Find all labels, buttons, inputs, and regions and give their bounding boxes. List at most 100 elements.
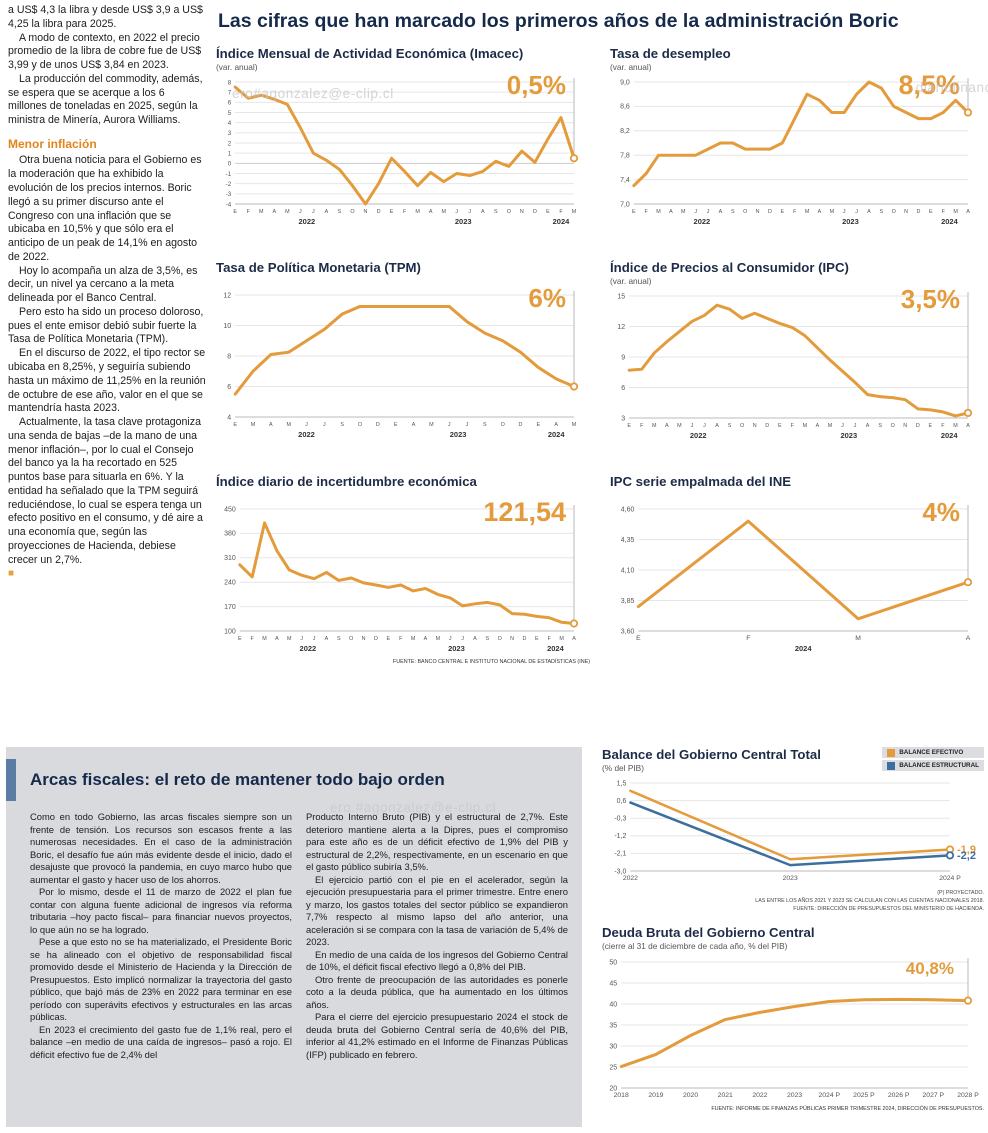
svg-text:-1,9: -1,9 bbox=[957, 844, 976, 856]
charts-grid: Índice Mensual de Actividad Económica (I… bbox=[216, 46, 984, 672]
svg-text:N: N bbox=[362, 636, 366, 642]
svg-text:12: 12 bbox=[617, 324, 625, 331]
svg-text:O: O bbox=[358, 422, 362, 428]
svg-text:M: M bbox=[805, 209, 810, 215]
svg-text:A: A bbox=[715, 423, 719, 429]
svg-text:2023: 2023 bbox=[840, 431, 857, 440]
svg-text:35: 35 bbox=[609, 1022, 617, 1029]
paragraph: FUENTE: DIRECCIÓN DE PRESUPUESTOS DEL MI… bbox=[793, 905, 984, 912]
svg-text:N: N bbox=[904, 209, 908, 215]
svg-text:O: O bbox=[349, 636, 353, 642]
svg-text:2023: 2023 bbox=[787, 1092, 802, 1099]
svg-text:1,5: 1,5 bbox=[617, 780, 627, 787]
page-title: Las cifras que han marcado los primeros … bbox=[218, 10, 899, 32]
svg-text:N: N bbox=[520, 209, 524, 215]
svg-text:E: E bbox=[394, 422, 398, 428]
imacec-line-chart: 8 7 6 5 4 3 2 1 0 -1 -2 -3 -4 E F M A M J J A S O N D E F M A M J J A S O N… bbox=[216, 74, 590, 230]
svg-text:J: J bbox=[449, 636, 452, 642]
svg-text:0: 0 bbox=[228, 161, 232, 168]
svg-text:2020: 2020 bbox=[683, 1092, 698, 1099]
svg-text:5: 5 bbox=[228, 110, 232, 117]
highlight-value: 3,5% bbox=[900, 284, 960, 314]
svg-text:2022: 2022 bbox=[298, 430, 315, 439]
svg-text:O: O bbox=[501, 422, 505, 428]
arcas-body: Como en todo Gobierno, las arcas fiscale… bbox=[6, 805, 582, 1071]
svg-text:J: J bbox=[448, 422, 451, 428]
svg-text:O: O bbox=[892, 209, 896, 215]
svg-text:M: M bbox=[285, 209, 290, 215]
svg-text:12: 12 bbox=[223, 292, 231, 299]
highlight-value: 8,5% bbox=[898, 70, 960, 100]
highlight-value: 40,8% bbox=[905, 959, 954, 978]
paragraph: En 2023 el crecimiento del gasto fue de … bbox=[30, 1023, 292, 1060]
legend-swatch-efectivo bbox=[887, 748, 896, 757]
svg-text:N: N bbox=[756, 209, 760, 215]
svg-text:2025 P: 2025 P bbox=[853, 1092, 875, 1099]
svg-text:J: J bbox=[841, 423, 844, 429]
svg-text:20: 20 bbox=[609, 1085, 617, 1092]
svg-text:3: 3 bbox=[228, 130, 232, 137]
svg-text:E: E bbox=[238, 636, 242, 642]
svg-text:D: D bbox=[768, 209, 772, 215]
svg-text:-2: -2 bbox=[226, 181, 232, 188]
svg-text:30: 30 bbox=[609, 1043, 617, 1050]
svg-text:2024: 2024 bbox=[941, 217, 959, 226]
imacec-plot: 0,5% 8 7 6 5 4 3 2 1 0 -1 -2 -3 -4 E F M A M J J A S O N D E F M A M J… bbox=[216, 72, 590, 230]
paragraph: Para el cierre del ejercicio presupuesta… bbox=[306, 1011, 568, 1060]
svg-text:A: A bbox=[719, 209, 723, 215]
svg-text:4,10: 4,10 bbox=[621, 567, 635, 574]
svg-text:A: A bbox=[325, 209, 329, 215]
svg-text:E: E bbox=[387, 636, 391, 642]
svg-text:F: F bbox=[941, 423, 945, 429]
paragraph: Producto Interno Bruto (PIB) y el estruc… bbox=[306, 811, 568, 872]
svg-text:2024 P: 2024 P bbox=[939, 875, 961, 882]
chart-subtitle: (var. anual) bbox=[610, 276, 652, 286]
tpm-plot: 6% 12 10 8 6 4 E M A M J J S O D E A M J J S O D E A M 2022 2023 20… bbox=[216, 285, 590, 443]
svg-text:10: 10 bbox=[223, 323, 231, 330]
svg-text:F: F bbox=[640, 423, 644, 429]
svg-text:S: S bbox=[494, 209, 498, 215]
svg-text:-0,3: -0,3 bbox=[614, 816, 626, 823]
svg-text:A: A bbox=[669, 209, 673, 215]
svg-text:E: E bbox=[636, 635, 641, 642]
svg-text:J: J bbox=[694, 209, 697, 215]
paragraph: A modo de contexto, en 2022 el precio pr… bbox=[8, 31, 202, 72]
svg-text:J: J bbox=[843, 209, 846, 215]
chart-card-incertidumbre: Índice diario de incertidumbre económica… bbox=[216, 474, 590, 672]
svg-text:M: M bbox=[262, 636, 267, 642]
svg-text:2024: 2024 bbox=[547, 644, 565, 653]
svg-text:D: D bbox=[376, 422, 380, 428]
svg-text:M: M bbox=[436, 636, 441, 642]
svg-text:3,85: 3,85 bbox=[621, 598, 635, 605]
svg-text:-1: -1 bbox=[226, 171, 232, 178]
svg-text:E: E bbox=[632, 209, 636, 215]
svg-text:F: F bbox=[746, 635, 750, 642]
paragraph: En medio de una caída de los ingresos de… bbox=[306, 948, 568, 973]
arcas-header: Arcas fiscales: el reto de mantener todo… bbox=[6, 747, 582, 805]
svg-text:A: A bbox=[275, 636, 279, 642]
svg-text:2024: 2024 bbox=[941, 431, 959, 440]
svg-text:N: N bbox=[510, 636, 514, 642]
svg-text:0,6: 0,6 bbox=[617, 798, 627, 805]
svg-text:A: A bbox=[473, 636, 477, 642]
svg-text:A: A bbox=[665, 423, 669, 429]
svg-text:J: J bbox=[703, 423, 706, 429]
chart-title: Balance del Gobierno Central Total bbox=[602, 747, 821, 762]
svg-text:E: E bbox=[778, 423, 782, 429]
svg-text:M: M bbox=[441, 209, 446, 215]
paragraph: (P) PROYECTADO. bbox=[937, 890, 984, 896]
svg-text:A: A bbox=[424, 636, 428, 642]
legend-item-efectivo: BALANCE EFECTIVO bbox=[882, 747, 984, 758]
svg-text:S: S bbox=[728, 423, 732, 429]
svg-text:S: S bbox=[486, 636, 490, 642]
article-top-paragraphs: a US$ 4,3 la libra y desde US$ 3,9 a US$… bbox=[8, 4, 206, 128]
section-heading-menor-inflacion: Menor inflación bbox=[8, 136, 97, 151]
svg-text:2023: 2023 bbox=[448, 644, 465, 653]
legend-item-estructural: BALANCE ESTRUCTURAL bbox=[882, 760, 984, 771]
svg-text:3,60: 3,60 bbox=[621, 628, 635, 635]
svg-text:2024: 2024 bbox=[548, 430, 566, 439]
svg-text:F: F bbox=[793, 209, 797, 215]
svg-text:2019: 2019 bbox=[648, 1092, 663, 1099]
svg-text:A: A bbox=[867, 209, 871, 215]
